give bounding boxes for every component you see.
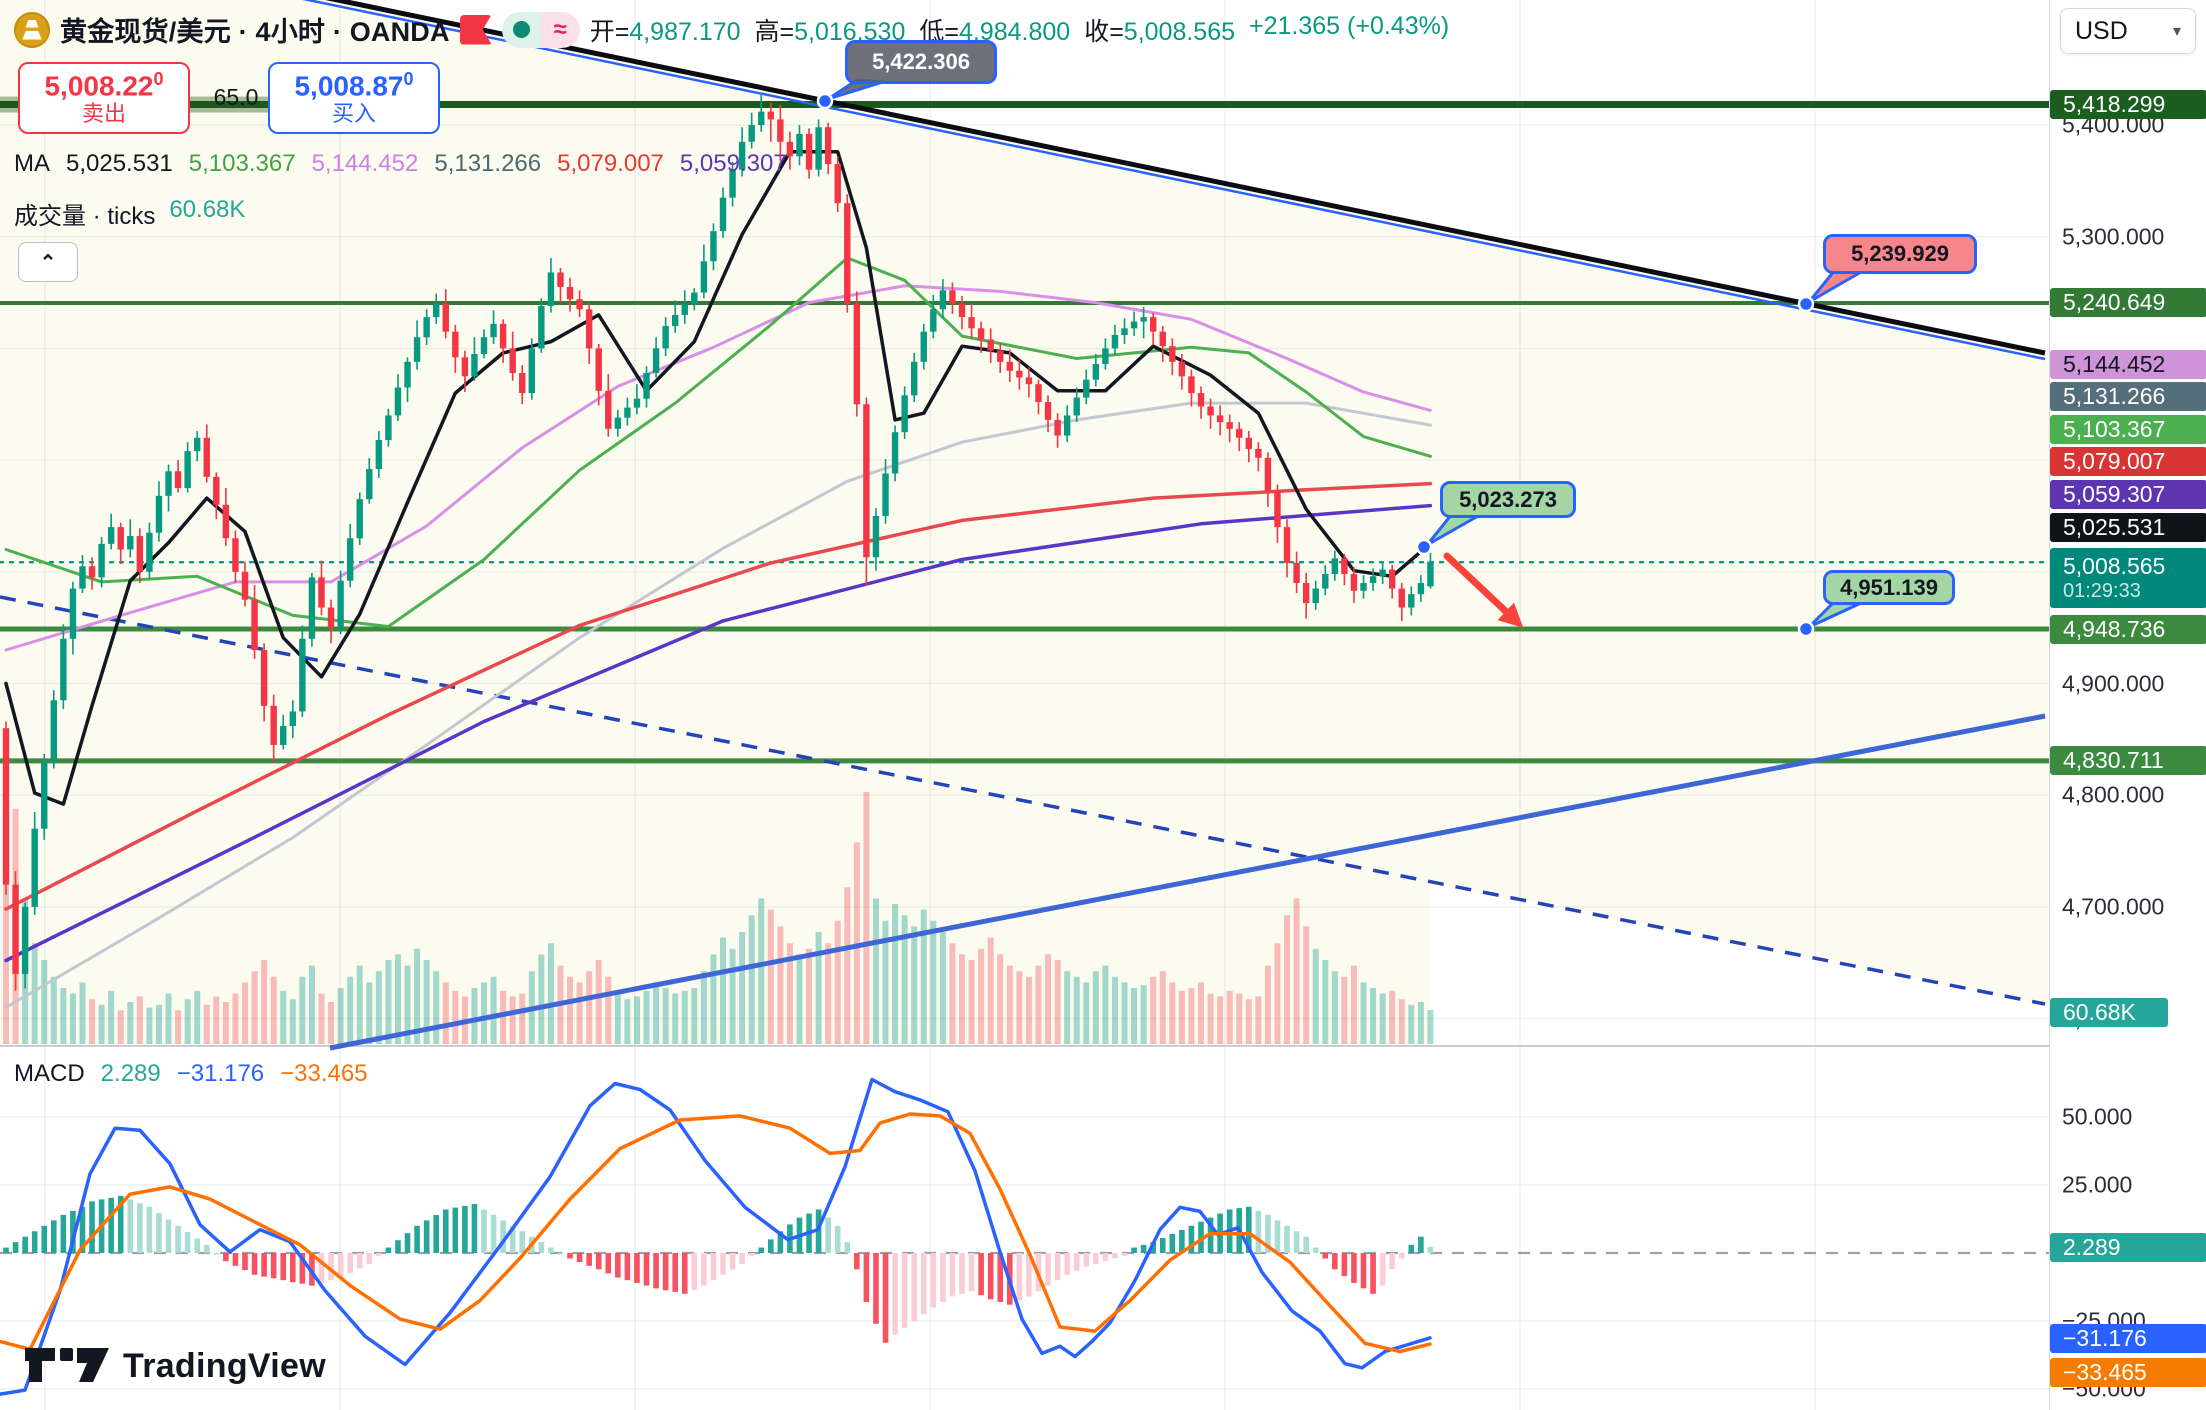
price-scale-axis[interactable]: 5,400.000 5,300.000 4,900.000 4,800.000 4,70… bbox=[2049, 0, 2206, 1410]
flag-icon[interactable] bbox=[459, 14, 492, 45]
spread-value: 65.0 bbox=[213, 84, 259, 110]
collapse-pane-button[interactable]: ⌃ bbox=[18, 242, 78, 282]
callout-anchor-dot[interactable] bbox=[1415, 538, 1433, 556]
price-callout[interactable]: 5,422.306 bbox=[845, 40, 997, 84]
ascending-trendline[interactable] bbox=[329, 713, 2046, 1051]
change-value: +21.365 (+0.43%) bbox=[1249, 11, 1450, 40]
ohlc-readout: 开=4,987.170 高=5,016.530 低=4,984.800 收=5,… bbox=[589, 11, 1450, 46]
macd-value: −31.176 bbox=[176, 1060, 265, 1087]
price-axis-label: 5,144.452 bbox=[2050, 349, 2206, 379]
price-axis-label: 5,240.649 bbox=[2050, 288, 2206, 318]
callout-anchor-dot[interactable] bbox=[1797, 620, 1815, 638]
ma-value: 5,144.452 bbox=[311, 150, 419, 177]
macd-label: MACD bbox=[14, 1060, 85, 1087]
signal_line[interactable] bbox=[0, 1112, 1432, 1354]
red-arrow[interactable] bbox=[1443, 552, 1520, 625]
market-status-toggle[interactable]: ≈ bbox=[501, 11, 580, 48]
ma_purple-line[interactable] bbox=[4, 503, 1433, 963]
ma-legend[interactable]: MA 5,025.531 5,103.367 5,144.452 5,131.266 5,… bbox=[14, 150, 803, 178]
macd-pane-background bbox=[0, 1046, 2049, 1410]
price-axis-label: 5,418.299 bbox=[2050, 90, 2206, 120]
price-axis-label: 4,948.736 bbox=[2050, 614, 2206, 644]
price-callout[interactable]: 5,239.929 bbox=[1823, 234, 1977, 274]
price-callout[interactable]: 4,951.139 bbox=[1823, 570, 1955, 605]
price-axis-label: 5,103.367 bbox=[2050, 414, 2206, 444]
symbol-header: 黄金现货/美元 · 4小时 · OANDA ≈ 开=4,987.170 高=5,… bbox=[14, 10, 1449, 49]
price-callout[interactable]: 5,023.273 bbox=[1440, 481, 1576, 518]
chevron-down-icon: ▾ bbox=[2172, 23, 2181, 40]
price-axis-label: 4,830.711 bbox=[2050, 746, 2206, 776]
tradingview-wordmark: TradingView bbox=[123, 1346, 326, 1385]
price-axis-label: −31.176 bbox=[2050, 1323, 2206, 1353]
volume-legend[interactable]: 成交量 · ticks 60.68K bbox=[14, 196, 245, 231]
ma_red-line[interactable] bbox=[4, 481, 1433, 911]
macd-value: 2.289 bbox=[100, 1060, 161, 1087]
candles bbox=[2, 93, 1434, 991]
axis-tick: 5,300.000 bbox=[2062, 223, 2165, 250]
open-value: 4,987.170 bbox=[629, 17, 741, 46]
price-axis-label: 2.289 bbox=[2050, 1232, 2206, 1262]
callout-anchor-dot[interactable] bbox=[1797, 295, 1815, 313]
approx-icon: ≈ bbox=[540, 11, 580, 48]
axis-tick: 25.000 bbox=[2062, 1171, 2133, 1198]
ma-value: 5,103.367 bbox=[188, 150, 296, 177]
volume-value: 60.68K bbox=[169, 196, 246, 223]
symbol-title[interactable]: 黄金现货/美元 · 4小时 · OANDA bbox=[60, 17, 450, 47]
currency-value: USD bbox=[2075, 16, 2128, 45]
axis-tick: 4,900.000 bbox=[2062, 670, 2165, 696]
ma-label: MA bbox=[14, 150, 50, 177]
macd-value: −33.465 bbox=[280, 1060, 368, 1087]
buy-button[interactable]: 5,008.870 买入 bbox=[268, 62, 440, 134]
descending-dashed-trendline[interactable] bbox=[0, 595, 2046, 1006]
order-panel: 5,008.220 卖出 5,008.870 买入 bbox=[18, 62, 440, 134]
price-axis-label: 5,008.565 01:29:33 bbox=[2050, 548, 2206, 608]
volume-label: 成交量 · ticks bbox=[14, 203, 156, 230]
callout-anchor-dot[interactable] bbox=[816, 92, 834, 110]
price-axis-label: 5,131.266 bbox=[2050, 381, 2206, 411]
sell-button[interactable]: 5,008.220 卖出 bbox=[18, 62, 190, 134]
red-arrow-head bbox=[1497, 602, 1524, 628]
gold-symbol-icon bbox=[14, 11, 50, 48]
macd-legend[interactable]: MACD 2.289 −31.176 −33.465 bbox=[14, 1060, 384, 1088]
axis-tick: 4,700.000 bbox=[2062, 893, 2165, 920]
price-axis-label: −33.465 bbox=[2050, 1357, 2206, 1387]
price-axis-label: 5,025.531 bbox=[2050, 512, 2206, 542]
white-wedge-below-dashed bbox=[1430, 882, 2049, 1046]
price-axis-label: 60.68K bbox=[2050, 997, 2168, 1027]
axis-tick: 50.000 bbox=[2062, 1103, 2133, 1130]
ma-value: 5,131.266 bbox=[434, 150, 542, 177]
tradingview-logo[interactable]: TradingView bbox=[25, 1346, 326, 1386]
descending-trendline-blue-shadow bbox=[302, 0, 2046, 361]
ma-value: 5,079.007 bbox=[557, 150, 664, 177]
currency-selector[interactable]: USD ▾ bbox=[2060, 8, 2196, 54]
axis-tick: 4,800.000 bbox=[2062, 781, 2165, 808]
macd_line[interactable] bbox=[0, 1077, 1432, 1396]
ma-value: 5,025.531 bbox=[66, 150, 173, 177]
tradingview-logo-icon bbox=[25, 1348, 109, 1382]
price-axis-label: 5,079.007 bbox=[2050, 446, 2206, 476]
ma-value: 5,059.307 bbox=[679, 150, 787, 177]
price-axis-label: 5,059.307 bbox=[2050, 479, 2206, 509]
chevron-up-icon: ⌃ bbox=[39, 251, 57, 274]
close-value: 5,008.565 bbox=[1123, 17, 1236, 46]
ma_violet-line[interactable] bbox=[4, 284, 1432, 652]
market-open-icon bbox=[501, 11, 541, 48]
